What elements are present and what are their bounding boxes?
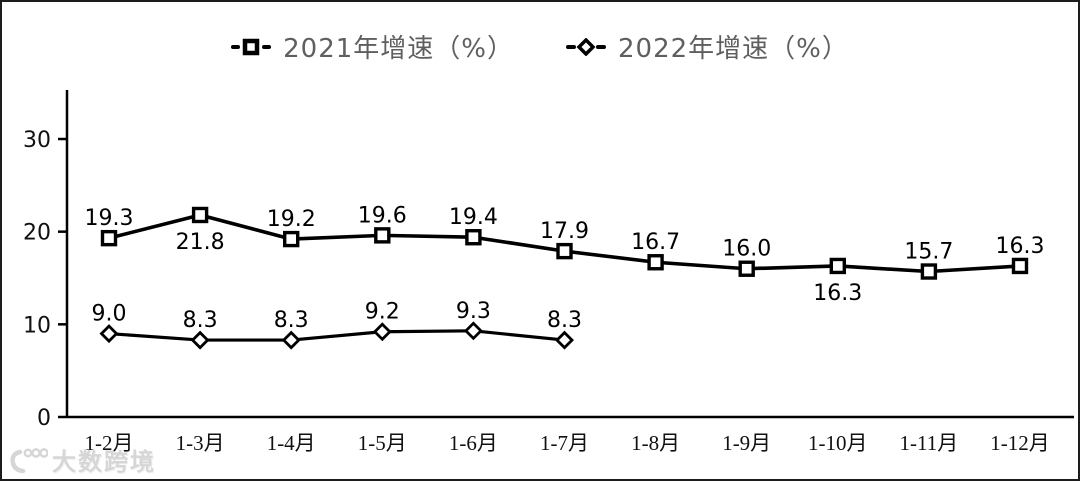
x-tick-label: 1-11月 — [900, 431, 959, 455]
data-label: 9.0 — [92, 302, 127, 327]
diamond-marker-icon — [566, 37, 606, 56]
data-point-square — [191, 206, 209, 224]
y-tick-label: 30 — [23, 128, 51, 153]
data-label: 9.3 — [456, 299, 491, 324]
legend-item-2021: 2021年增速（%） — [231, 28, 514, 65]
y-tick-label: 20 — [23, 221, 51, 246]
x-tick-label: 1-6月 — [449, 431, 498, 455]
legend: 2021年增速（%） 2022年增速（%） — [2, 28, 1078, 65]
legend-item-2022: 2022年增速（%） — [566, 28, 849, 65]
data-point-square — [283, 230, 300, 248]
x-tick-label: 1-4月 — [267, 431, 316, 455]
data-label: 8.3 — [183, 308, 218, 333]
data-point-square — [556, 242, 573, 260]
y-tick-label: 0 — [37, 406, 51, 431]
data-point-square — [465, 229, 482, 246]
x-tick-label: 1-3月 — [176, 431, 225, 455]
data-label: 19.6 — [358, 203, 407, 228]
x-tick-label: 1-10月 — [808, 431, 868, 455]
data-point-square — [738, 260, 755, 277]
data-point-square — [829, 257, 846, 275]
data-point-diamond — [281, 330, 301, 350]
data-point-diamond — [555, 330, 574, 350]
data-point-diamond — [99, 324, 119, 344]
data-point-square — [100, 229, 118, 247]
data-label: 16.7 — [631, 230, 680, 255]
data-label: 19.2 — [267, 207, 316, 232]
data-point-diamond — [190, 330, 210, 350]
data-point-square — [647, 254, 664, 271]
legend-label-2021: 2021年增速（%） — [283, 34, 514, 64]
data-point-diamond — [463, 321, 483, 341]
data-label: 21.8 — [176, 230, 225, 255]
y-tick-label: 10 — [23, 313, 51, 338]
series-line-2022年增速（%） — [108, 329, 565, 342]
data-label: 16.3 — [813, 281, 862, 306]
data-point-square — [920, 263, 938, 280]
x-tick-label: 1-2月 — [85, 431, 134, 455]
data-label: 16.0 — [722, 237, 771, 262]
data-point-square — [1011, 257, 1029, 275]
x-tick-label: 1-12月 — [990, 431, 1050, 455]
data-point-diamond — [372, 322, 392, 342]
data-label: 16.3 — [996, 234, 1045, 259]
data-label: 15.7 — [904, 240, 953, 265]
data-label: 9.2 — [365, 300, 400, 325]
data-label: 19.4 — [449, 205, 498, 230]
x-tick-label: 1-8月 — [631, 431, 680, 455]
data-label: 19.3 — [85, 206, 134, 231]
data-point-square — [374, 227, 391, 244]
x-tick-label: 1-9月 — [722, 431, 771, 455]
x-tick-label: 1-5月 — [358, 431, 407, 455]
x-tick-label: 1-7月 — [540, 431, 589, 455]
square-marker-icon — [231, 38, 272, 55]
legend-label-2022: 2022年增速（%） — [618, 34, 849, 64]
data-label: 8.3 — [547, 308, 582, 333]
data-label: 17.9 — [540, 219, 589, 244]
data-label: 8.3 — [274, 308, 309, 333]
